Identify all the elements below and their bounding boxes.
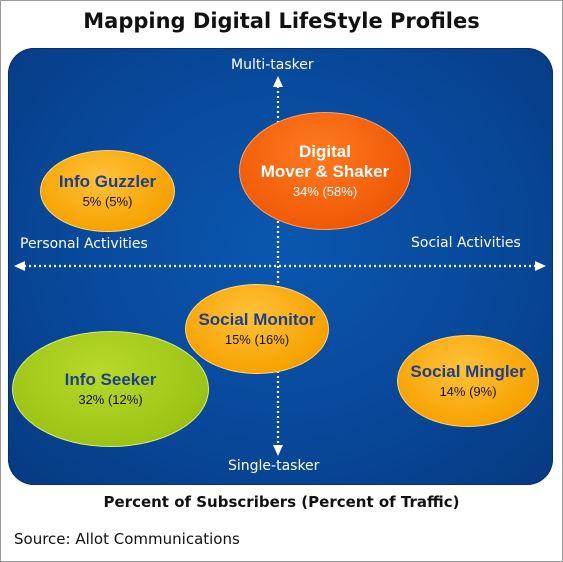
profile-name-line1: Digital <box>299 142 351 161</box>
diagram-title: Mapping Digital LifeStyle Profiles <box>83 9 480 33</box>
profile-info-seeker: Info Seeker 32% (12%) <box>12 331 209 447</box>
profile-social-monitor: Social Monitor 15% (16%) <box>185 284 329 374</box>
profile-percent: 14% (9%) <box>439 384 497 399</box>
axis-label-multi-tasker: Multi-tasker <box>231 57 314 73</box>
profile-map-panel: Multi-tasker Single-tasker Personal Acti… <box>8 48 553 485</box>
profile-name: Info Guzzler <box>58 172 157 191</box>
arrow-up-icon <box>273 76 283 87</box>
profile-percent: 15% (16%) <box>224 332 290 347</box>
profile-name: Social Mingler <box>410 362 526 381</box>
profile-percent: 32% (12%) <box>78 392 143 407</box>
axis-label-personal-activities: Personal Activities <box>20 236 148 252</box>
arrow-down-icon <box>273 445 283 456</box>
profile-percent: 34% (58%) <box>292 184 358 199</box>
profile-percent: 5% (5%) <box>82 194 133 209</box>
profile-name-line2: Mover & Shaker <box>260 162 390 181</box>
profile-info-guzzler: Info Guzzler 5% (5%) <box>40 150 175 232</box>
arrow-left-icon <box>14 261 25 271</box>
profile-name: Social Monitor <box>198 310 316 329</box>
profile-name: Info Seeker <box>64 370 157 389</box>
legend-caption: Percent of Subscribers (Percent of Traff… <box>103 493 460 511</box>
arrow-right-icon <box>535 261 546 271</box>
source-note: Source: Allot Communications <box>14 530 240 548</box>
profile-digital-mover-shaker: Digital Mover & Shaker 34% (58%) <box>239 112 411 230</box>
axis-label-social-activities: Social Activities <box>411 235 521 251</box>
profile-social-mingler: Social Mingler 14% (9%) <box>397 335 539 427</box>
axis-label-single-tasker: Single-tasker <box>228 458 320 474</box>
